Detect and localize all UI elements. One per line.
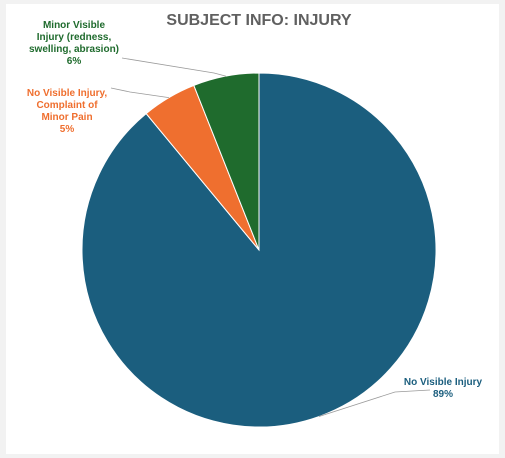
slice-percent: 89% [433,389,453,400]
pie-slices [81,72,437,428]
leader-line-1 [110,87,169,98]
slice-label-line: No Visible Injury [404,377,483,388]
slice-label-2: Minor Visible Injury (redness, swelling, a… [29,20,119,67]
slice-label-line: swelling, abrasion) [29,44,119,55]
pie-slice-2 [193,72,260,251]
leader-line-2 [121,57,226,77]
pie-slice-0 [81,72,437,428]
slice-label-1: No Visible Injury, Complaint of Minor Pain… [27,88,107,135]
slice-label-line: Complaint of [36,100,98,111]
slice-label-line: Minor Visible [43,20,105,31]
leader-lines [110,57,431,417]
chart-title: SUBJECT INFO: INJURY [166,12,352,29]
slice-labels: No Visible Injury 89% No Visible Injury, Co… [27,20,483,400]
slice-label-line: No Visible Injury, [27,88,107,99]
slice-label-0: No Visible Injury 89% [404,377,483,400]
slice-label-line: Minor Pain [41,112,92,123]
slice-label-line: Injury (redness, [37,32,112,43]
slice-percent: 5% [60,124,75,135]
slice-percent: 6% [67,56,82,67]
leader-line-0 [318,389,431,417]
